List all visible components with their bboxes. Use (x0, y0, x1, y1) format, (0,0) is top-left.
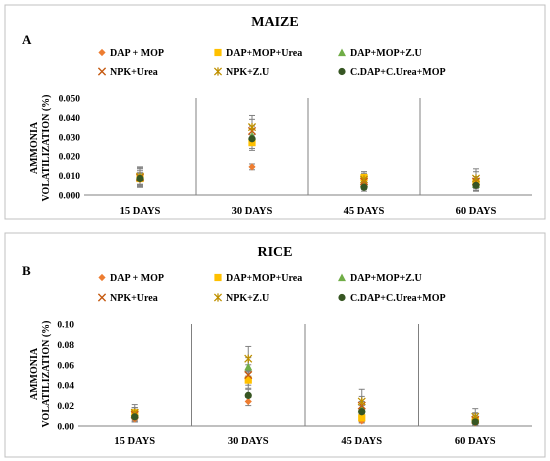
legend-label-dap-mop: DAP + MOP (110, 273, 164, 284)
data-point-c-dap-c-urea-mop (360, 183, 368, 191)
data-point-c-dap-c-urea-mop (136, 174, 144, 183)
data-point-dap-mop-urea (244, 376, 252, 384)
data-point-npk-z-u (359, 175, 369, 184)
panel-letter-b: B (22, 263, 31, 278)
y-tick-label: 0.000 (59, 192, 81, 202)
legend-label-npk-z-u: NPK+Z.U (226, 293, 269, 304)
legend-marker-dap-mop (98, 273, 106, 282)
legend-marker-npk-z-u (213, 67, 223, 76)
y-axis-label-line-2: VOLATILIZATION (%) (41, 95, 52, 202)
x-category-label: 60 DAYS (455, 436, 496, 447)
legend-label-dap-mop-urea: DAP+MOP+Urea (226, 273, 302, 284)
data-point-npk-z-u (244, 354, 253, 363)
x-category-label: 30 DAYS (232, 206, 273, 217)
chart-title-rice: RICE (257, 245, 292, 260)
data-point-dap-mop-urea (248, 139, 256, 147)
legend-label-dap-mop: DAP + MOP (110, 48, 164, 59)
y-axis-label-line-1: AMMONIA (29, 121, 40, 174)
legend-marker-c-dap-c-urea-mop (338, 293, 346, 302)
data-point-npk-urea (244, 370, 253, 380)
legend-marker-dap-mop (98, 48, 106, 57)
y-axis-label-maize: AMMONIA VOLATILIZATION (%) (29, 95, 52, 202)
data-point-c-dap-c-urea-mop (471, 418, 479, 426)
y-tick-label: 0.040 (59, 114, 81, 124)
legend-marker-npk-urea (97, 67, 107, 76)
legend-label-c-dap-c-urea-mop: C.DAP+C.Urea+MOP (350, 293, 446, 304)
data-point-npk-z-u (357, 397, 366, 406)
legend-label-dap-mop-urea: DAP+MOP+Urea (226, 48, 302, 59)
legend-marker-dap-mop-urea (214, 273, 222, 282)
panel-frame-rice (4, 232, 546, 458)
legend-label-npk-urea: NPK+Urea (110, 293, 158, 304)
legend-label-c-dap-c-urea-mop: C.DAP+C.Urea+MOP (350, 67, 446, 78)
y-axis-label-line-1: AMMONIA (29, 347, 40, 400)
data-point-c-dap-c-urea-mop (244, 391, 252, 399)
data-point-dap-mop (244, 397, 252, 406)
data-point-dap-mop-z-u (244, 362, 253, 371)
y-tick-label: 0.10 (57, 321, 74, 331)
x-category-label: 60 DAYS (456, 206, 497, 217)
data-point-c-dap-c-urea-mop (358, 408, 366, 416)
legend-marker-dap-mop-urea (214, 48, 222, 57)
panel-frame-maize (4, 4, 546, 220)
y-axis-label-line-2: VOLATILIZATION (%) (41, 321, 52, 428)
y-tick-label: 0.00 (57, 423, 74, 433)
x-category-label: 45 DAYS (344, 206, 385, 217)
x-category-label: 30 DAYS (228, 436, 269, 447)
chart-title-maize: MAIZE (251, 15, 298, 30)
y-tick-label: 0.04 (57, 382, 74, 392)
legend-marker-npk-urea (97, 293, 107, 302)
x-category-label: 15 DAYS (120, 206, 161, 217)
y-tick-label: 0.02 (57, 402, 74, 412)
y-tick-label: 0.020 (59, 153, 81, 163)
y-tick-label: 0.08 (57, 341, 74, 351)
data-point-npk-z-u (471, 174, 481, 183)
legend-marker-c-dap-c-urea-mop (338, 67, 346, 76)
y-tick-label: 0.010 (59, 172, 81, 182)
legend-marker-dap-mop-z-u (338, 48, 346, 57)
data-point-npk-z-u (247, 123, 257, 132)
legend-label-npk-z-u: NPK+Z.U (226, 67, 269, 78)
legend-label-dap-mop-z-u: DAP+MOP+Z.U (350, 48, 422, 59)
data-point-c-dap-c-urea-mop (131, 413, 139, 421)
panel-letter-a: A (22, 32, 32, 47)
legend-label-dap-mop-z-u: DAP+MOP+Z.U (350, 273, 422, 284)
data-point-dap-mop (248, 163, 256, 171)
plot-area-maize: 0.000 0.010 0.020 0.030 0.040 0.050 15 DAYS 30 … (59, 48, 532, 217)
data-point-c-dap-c-urea-mop (248, 135, 256, 143)
plot-area-rice: 0.00 0.02 0.04 0.06 0.08 0.10 15 DAYS 30 DAYS 45… (57, 273, 532, 447)
y-axis-label-rice: AMMONIA VOLATILIZATION (%) (29, 321, 52, 428)
legend-marker-npk-z-u (213, 293, 223, 302)
y-tick-label: 0.06 (57, 361, 74, 371)
x-category-label: 45 DAYS (341, 436, 382, 447)
x-category-label: 15 DAYS (114, 436, 155, 447)
data-point-dap-mop-urea (358, 414, 366, 422)
y-tick-label: 0.050 (59, 95, 81, 105)
legend-marker-dap-mop-z-u (338, 273, 346, 282)
data-point-c-dap-c-urea-mop (472, 181, 480, 189)
legend-label-npk-urea: NPK+Urea (110, 67, 158, 78)
y-tick-label: 0.030 (59, 133, 81, 143)
